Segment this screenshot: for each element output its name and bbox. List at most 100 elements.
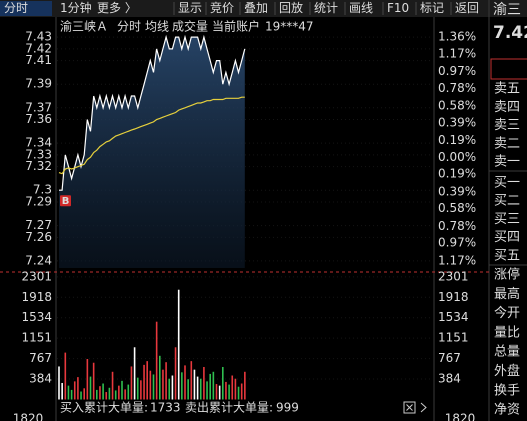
volume-bar xyxy=(240,383,243,400)
volume-bar xyxy=(190,361,193,400)
y2-tick-label: 0.39% xyxy=(438,115,476,129)
volume-bar xyxy=(187,379,189,400)
toolbar-button[interactable]: 返回 xyxy=(455,1,479,15)
account-label: 当前账户 xyxy=(212,19,260,34)
y2-tick-label: 0.58% xyxy=(438,201,476,215)
toolbar-button[interactable]: 画线 xyxy=(349,1,373,15)
volume-bar xyxy=(73,381,76,400)
volume-bar xyxy=(237,386,240,400)
y-tick-label: 7.26 xyxy=(25,230,52,244)
volume-bar xyxy=(80,391,82,400)
avg-line xyxy=(58,96,245,175)
buy-level: 买二 xyxy=(494,194,520,209)
tab[interactable]: 更多 〉 xyxy=(97,1,137,15)
volume-bar xyxy=(111,371,114,400)
volume-bar xyxy=(133,347,136,400)
toolbar-button[interactable]: 回放 xyxy=(279,0,303,15)
toolbar xyxy=(0,0,527,17)
y2-tick-label: 0.19% xyxy=(438,167,476,181)
y-tick-label: 7.37 xyxy=(25,100,52,114)
stat-label: 净资 xyxy=(494,403,520,418)
y-tick-label: 7.43 xyxy=(25,30,52,44)
volume-bar xyxy=(118,385,120,400)
stat-label: 最高 xyxy=(494,286,520,302)
edge-value-left: 1820 xyxy=(13,412,44,421)
y-tick-label: 7.24 xyxy=(25,253,52,267)
tab[interactable]: 1分钟 xyxy=(60,0,92,15)
next-icon[interactable] xyxy=(420,402,427,413)
stock-name: 渝三峡Ａ xyxy=(60,19,108,34)
y-tick-label: 7.41 xyxy=(25,53,52,67)
volume-bar xyxy=(184,365,186,400)
sell-label: 卖出累计大单量: xyxy=(185,401,273,415)
stat-label: 量比 xyxy=(494,325,520,340)
chart-header: 渝三峡Ａ 分时 均线 成交量 当前账户 19***47 xyxy=(60,19,314,34)
volume-bar xyxy=(108,387,111,400)
volume-bar xyxy=(181,372,183,400)
volume-bar xyxy=(130,366,133,400)
volume-bar xyxy=(67,385,70,400)
volume-bar xyxy=(121,380,123,400)
volume-tick-label: 1151 xyxy=(21,331,52,345)
sell-level: 卖五 xyxy=(494,82,520,97)
volume-bar xyxy=(143,364,145,400)
volume-bar xyxy=(155,321,158,400)
y-tick-label: 7.27 xyxy=(25,218,52,232)
buy-marker-box xyxy=(60,195,71,207)
volume-bar xyxy=(64,352,67,400)
volume-bar xyxy=(77,377,79,400)
y2-tick-label: 0.97% xyxy=(438,64,476,78)
volume-bar xyxy=(177,289,180,400)
volume-tick-label: 1918 xyxy=(21,290,52,304)
side-highlight xyxy=(490,58,527,80)
volume-tick-label: 1534 xyxy=(21,310,52,324)
volume-bar xyxy=(96,389,98,400)
toolbar-button[interactable]: F10 xyxy=(387,1,409,15)
sell-level: 卖一 xyxy=(494,155,520,170)
y2-tick-label: 0.00% xyxy=(438,150,476,164)
side-price: 7.42 xyxy=(493,23,527,43)
volume-bar xyxy=(206,381,208,400)
y2-tick-label: 1.17% xyxy=(438,46,476,60)
volume-bar xyxy=(99,386,101,400)
buy-level: 买五 xyxy=(494,248,520,263)
volume-bar xyxy=(159,355,161,400)
y2-tick-label: 0.78% xyxy=(438,219,476,233)
volume-bar xyxy=(225,381,227,400)
stat-label: 外盘 xyxy=(494,363,520,379)
volume-tick-label-right: 767 xyxy=(438,351,461,365)
y2-tick-label: 0.19% xyxy=(438,133,476,147)
volume-bar xyxy=(124,389,126,400)
volume-bar xyxy=(89,376,92,400)
volume-bar xyxy=(244,371,246,400)
tab[interactable]: 分时 xyxy=(4,1,28,15)
toolbar-button[interactable]: 统计 xyxy=(314,1,338,15)
y-tick-label: 7.34 xyxy=(25,136,52,150)
volume-bar xyxy=(193,369,196,400)
volume-bar xyxy=(86,358,89,400)
volume-bar xyxy=(215,384,218,400)
volume-bar xyxy=(83,388,85,400)
volume-bar xyxy=(199,378,202,400)
y2-tick-label: 0.97% xyxy=(438,236,476,250)
toolbar-button[interactable]: 标记 xyxy=(420,1,444,15)
stat-label: 换手 xyxy=(494,383,520,398)
volume-tick-label-right: 1918 xyxy=(438,290,469,304)
volume-bar xyxy=(146,361,148,400)
price-line xyxy=(59,34,246,191)
buy-level: 买一 xyxy=(494,176,520,191)
toolbar-button[interactable]: 叠加 xyxy=(244,1,268,15)
side-panel: 渝三 7.42 卖五卖四卖三卖二卖一买一买二买三买四买五涨停最高今开量比总量外盘… xyxy=(489,2,527,418)
volume-bar xyxy=(102,383,104,400)
toolbar-items: 分时 1分钟 更多 〉 显示 竞价 叠加 回放 统计 画线 F10 标记 返回 xyxy=(4,0,479,15)
y-tick-label: 7.42 xyxy=(25,41,52,55)
y2-tick-label: 0.78% xyxy=(438,81,476,95)
y2-tick-label: 1.36% xyxy=(438,30,476,44)
volume-label: 成交量 xyxy=(172,19,208,34)
volume-bar xyxy=(228,384,230,400)
volume-bar xyxy=(171,375,174,400)
close-icon[interactable] xyxy=(403,401,416,414)
toolbar-button[interactable]: 竞价 xyxy=(210,1,234,15)
y2-tick-label: 0.39% xyxy=(438,184,476,198)
toolbar-button[interactable]: 显示 xyxy=(178,1,202,15)
